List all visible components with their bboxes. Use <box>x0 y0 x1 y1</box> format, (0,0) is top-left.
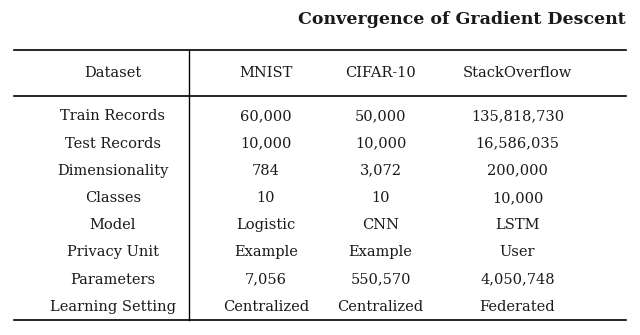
Text: Train Records: Train Records <box>60 109 165 123</box>
Text: 10: 10 <box>371 191 390 205</box>
Text: Centralized: Centralized <box>223 300 309 314</box>
Text: Example: Example <box>349 245 412 259</box>
Text: Dimensionality: Dimensionality <box>57 164 168 178</box>
Text: 135,818,730: 135,818,730 <box>471 109 564 123</box>
Text: 10,000: 10,000 <box>355 137 406 150</box>
Text: Example: Example <box>234 245 298 259</box>
Text: Test Records: Test Records <box>65 137 161 150</box>
Text: StackOverflow: StackOverflow <box>463 66 572 80</box>
Text: Classes: Classes <box>85 191 141 205</box>
Text: 50,000: 50,000 <box>355 109 406 123</box>
Text: 7,056: 7,056 <box>245 272 287 286</box>
Text: User: User <box>500 245 535 259</box>
Text: 4,050,748: 4,050,748 <box>480 272 555 286</box>
Text: 10,000: 10,000 <box>492 191 543 205</box>
Text: 200,000: 200,000 <box>487 164 548 178</box>
Text: 550,570: 550,570 <box>350 272 411 286</box>
Text: 784: 784 <box>252 164 280 178</box>
Text: Dataset: Dataset <box>84 66 141 80</box>
Text: LSTM: LSTM <box>495 218 540 232</box>
Text: CNN: CNN <box>362 218 399 232</box>
Text: Parameters: Parameters <box>70 272 156 286</box>
Text: 16,586,035: 16,586,035 <box>476 137 559 150</box>
Text: Model: Model <box>90 218 136 232</box>
Text: Logistic: Logistic <box>236 218 296 232</box>
Text: Convergence of Gradient Descent: Convergence of Gradient Descent <box>298 11 626 28</box>
Text: Privacy Unit: Privacy Unit <box>67 245 159 259</box>
Text: 60,000: 60,000 <box>240 109 292 123</box>
Text: Learning Setting: Learning Setting <box>50 300 176 314</box>
Text: 10,000: 10,000 <box>240 137 292 150</box>
Text: MNIST: MNIST <box>239 66 292 80</box>
Text: Federated: Federated <box>480 300 556 314</box>
Text: CIFAR-10: CIFAR-10 <box>345 66 416 80</box>
Text: 10: 10 <box>257 191 275 205</box>
Text: 3,072: 3,072 <box>360 164 401 178</box>
Text: Centralized: Centralized <box>337 300 424 314</box>
